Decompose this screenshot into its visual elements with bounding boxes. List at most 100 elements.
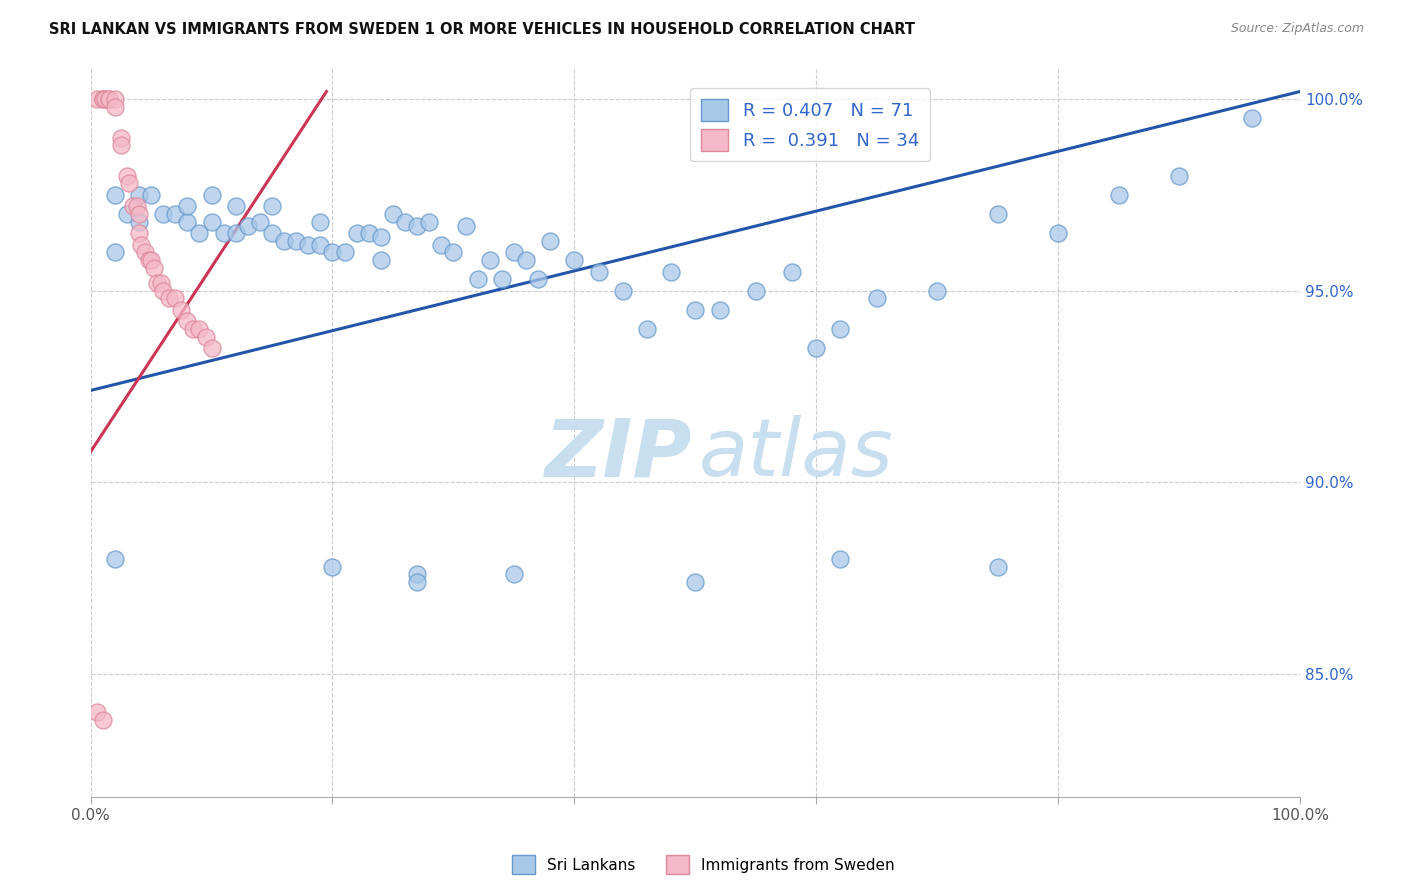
- Point: [406, 567, 429, 582]
- Point: [333, 245, 356, 260]
- Point: [987, 559, 1010, 574]
- Point: [170, 302, 193, 317]
- Point: [1108, 188, 1130, 202]
- Point: [927, 284, 949, 298]
- Point: [152, 207, 174, 221]
- Point: [104, 100, 127, 114]
- Point: [685, 302, 707, 317]
- Point: [110, 130, 132, 145]
- Text: atlas: atlas: [699, 416, 894, 493]
- Point: [149, 276, 172, 290]
- Point: [745, 284, 768, 298]
- Point: [370, 230, 392, 244]
- Legend: R = 0.407   N = 71, R =  0.391   N = 34: R = 0.407 N = 71, R = 0.391 N = 34: [690, 88, 929, 161]
- Point: [122, 199, 145, 213]
- Text: ZIP: ZIP: [544, 416, 692, 493]
- Point: [176, 199, 198, 213]
- Legend: Sri Lankans, Immigrants from Sweden: Sri Lankans, Immigrants from Sweden: [506, 849, 900, 880]
- Point: [1240, 112, 1263, 126]
- Point: [538, 234, 561, 248]
- Point: [467, 272, 489, 286]
- Point: [709, 302, 731, 317]
- Point: [394, 215, 416, 229]
- Point: [987, 207, 1010, 221]
- Point: [200, 215, 222, 229]
- Point: [406, 219, 429, 233]
- Point: [249, 215, 271, 229]
- Point: [176, 215, 198, 229]
- Point: [491, 272, 513, 286]
- Point: [86, 706, 108, 720]
- Point: [188, 227, 211, 241]
- Point: [91, 92, 114, 106]
- Point: [612, 284, 634, 298]
- Point: [157, 292, 180, 306]
- Point: [225, 227, 247, 241]
- Point: [503, 245, 526, 260]
- Point: [830, 322, 852, 336]
- Point: [104, 245, 127, 260]
- Point: [134, 245, 156, 260]
- Point: [128, 227, 150, 241]
- Point: [115, 207, 138, 221]
- Point: [780, 265, 803, 279]
- Point: [830, 552, 852, 566]
- Point: [321, 245, 343, 260]
- Point: [370, 253, 392, 268]
- Point: [165, 207, 187, 221]
- Point: [104, 552, 127, 566]
- Point: [685, 575, 707, 590]
- Point: [273, 234, 295, 248]
- Point: [659, 265, 682, 279]
- Point: [1047, 227, 1070, 241]
- Point: [564, 253, 586, 268]
- Point: [165, 292, 187, 306]
- Point: [260, 199, 283, 213]
- Point: [357, 227, 380, 241]
- Point: [188, 322, 211, 336]
- Point: [381, 207, 404, 221]
- Point: [139, 188, 162, 202]
- Point: [236, 219, 259, 233]
- Point: [128, 207, 150, 221]
- Point: [430, 237, 453, 252]
- Point: [527, 272, 550, 286]
- Point: [91, 92, 114, 106]
- Point: [139, 253, 162, 268]
- Point: [194, 330, 217, 344]
- Point: [97, 92, 120, 106]
- Point: [142, 260, 165, 275]
- Point: [125, 199, 148, 213]
- Point: [406, 575, 429, 590]
- Point: [418, 215, 440, 229]
- Point: [285, 234, 308, 248]
- Point: [138, 253, 160, 268]
- Point: [806, 341, 828, 355]
- Point: [866, 292, 889, 306]
- Point: [636, 322, 658, 336]
- Point: [309, 215, 332, 229]
- Point: [200, 188, 222, 202]
- Point: [86, 92, 108, 106]
- Point: [225, 199, 247, 213]
- Text: SRI LANKAN VS IMMIGRANTS FROM SWEDEN 1 OR MORE VEHICLES IN HOUSEHOLD CORRELATION: SRI LANKAN VS IMMIGRANTS FROM SWEDEN 1 O…: [49, 22, 915, 37]
- Point: [146, 276, 169, 290]
- Point: [128, 188, 150, 202]
- Point: [515, 253, 537, 268]
- Point: [1168, 169, 1191, 183]
- Point: [309, 237, 332, 252]
- Point: [321, 559, 343, 574]
- Point: [97, 92, 120, 106]
- Point: [478, 253, 501, 268]
- Point: [91, 713, 114, 727]
- Point: [104, 92, 127, 106]
- Point: [200, 341, 222, 355]
- Point: [115, 169, 138, 183]
- Point: [94, 92, 117, 106]
- Point: [346, 227, 368, 241]
- Point: [503, 567, 526, 582]
- Point: [588, 265, 610, 279]
- Point: [152, 284, 174, 298]
- Point: [176, 314, 198, 328]
- Text: Source: ZipAtlas.com: Source: ZipAtlas.com: [1230, 22, 1364, 36]
